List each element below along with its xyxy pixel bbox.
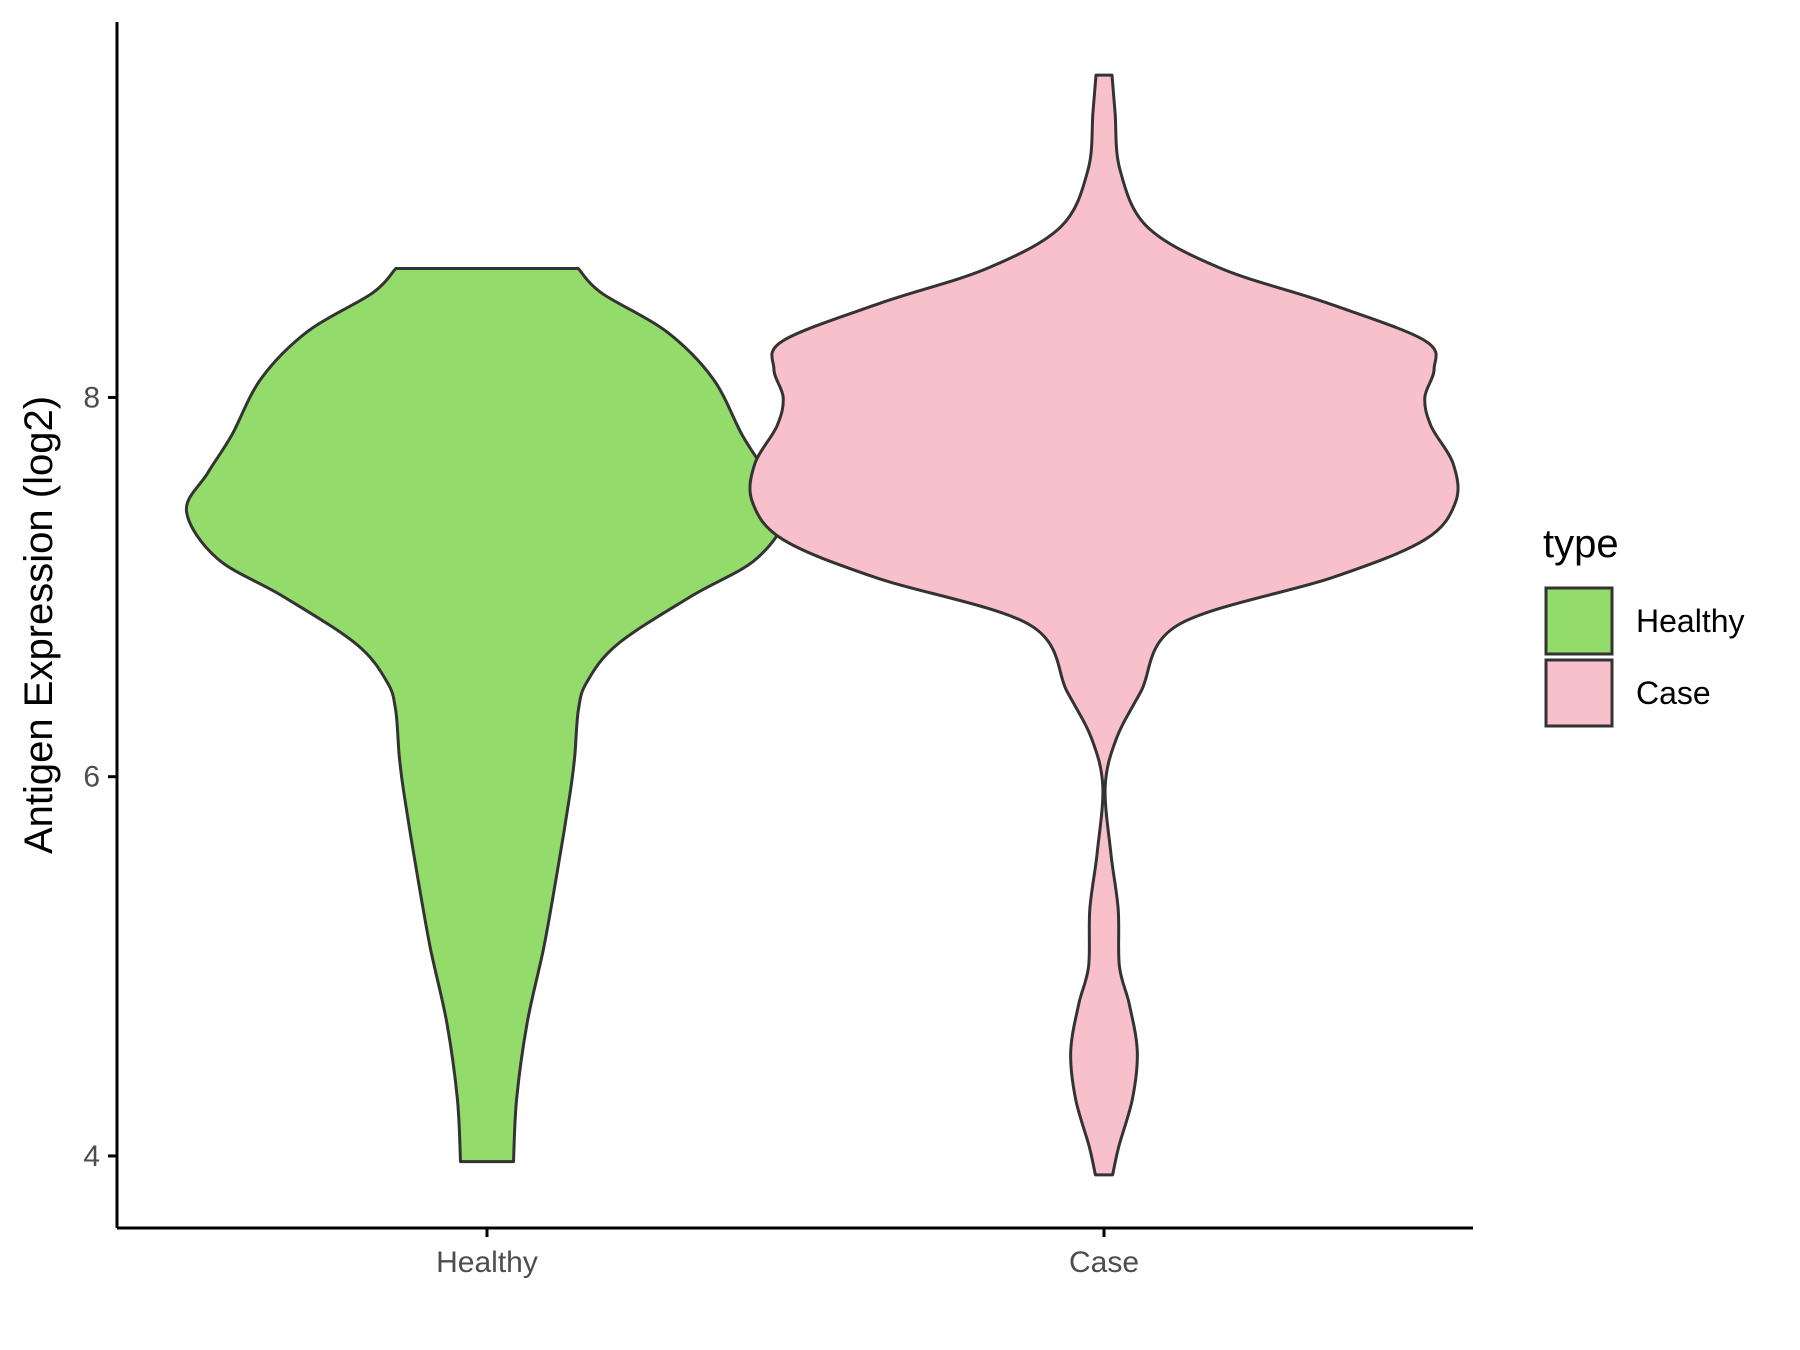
x-tick-label: Case xyxy=(1069,1246,1139,1279)
axes-layer xyxy=(115,22,1473,1230)
y-tick-label: 4 xyxy=(83,1140,100,1173)
legend-key-healthy xyxy=(1544,586,1614,656)
y-tick-label: 8 xyxy=(83,381,100,414)
violin-healthy xyxy=(184,267,790,1164)
legend-title: type xyxy=(1543,522,1619,566)
legend-key-case xyxy=(1544,658,1614,728)
violin-layer xyxy=(184,73,1460,1177)
legend-label-healthy: Healthy xyxy=(1636,603,1745,639)
legend-label-case: Case xyxy=(1636,675,1711,711)
x-ticks: Healthy Case xyxy=(436,1228,1139,1279)
violin-case xyxy=(748,73,1460,1177)
legend: type Healthy Case xyxy=(1543,522,1745,728)
legend-items: Healthy Case xyxy=(1544,586,1745,728)
x-tick-label: Healthy xyxy=(436,1246,538,1279)
y-ticks: 4 6 8 xyxy=(83,381,117,1173)
y-tick-label: 6 xyxy=(83,761,100,794)
y-axis-title: Antigen Expression (log2) xyxy=(17,396,61,854)
